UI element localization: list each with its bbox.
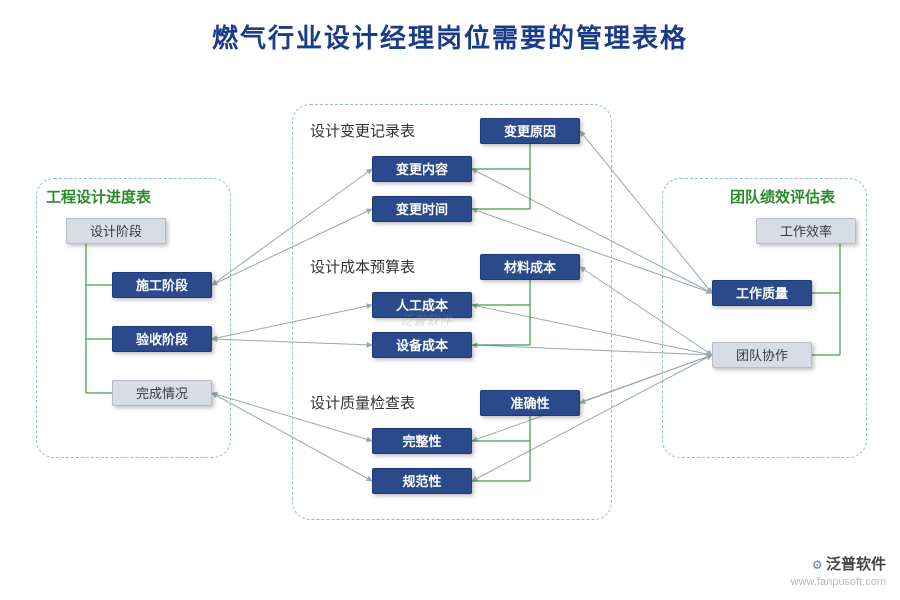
node-设备成本: 设备成本 xyxy=(372,332,472,358)
panel-left-label: 工程设计进度表 xyxy=(46,186,151,207)
node-变更时间: 变更时间 xyxy=(372,196,472,222)
node-材料成本: 材料成本 xyxy=(480,254,580,280)
watermark: 泛普软件 xyxy=(400,310,452,329)
node-准确性: 准确性 xyxy=(480,390,580,416)
node-变更原因: 变更原因 xyxy=(480,118,580,144)
node-完整性: 完整性 xyxy=(372,428,472,454)
panel-right-label: 团队绩效评估表 xyxy=(730,186,835,207)
node-验收阶段: 验收阶段 xyxy=(112,326,212,352)
footer-logo: ⚙ 泛普软件 www.fanpusoft.com xyxy=(791,555,886,590)
node-工作质量: 工作质量 xyxy=(712,280,812,306)
page-title: 燃气行业设计经理岗位需要的管理表格 xyxy=(0,18,900,55)
footer-brand: 泛普软件 xyxy=(826,556,886,573)
node-团队协作: 团队协作 xyxy=(712,342,812,368)
group-label: 设计成本预算表 xyxy=(310,256,415,277)
node-工作效率: 工作效率 xyxy=(756,218,856,244)
footer-url: www.fanpusoft.com xyxy=(791,576,886,588)
group-label: 设计质量检查表 xyxy=(310,392,415,413)
node-变更内容: 变更内容 xyxy=(372,156,472,182)
node-规范性: 规范性 xyxy=(372,468,472,494)
node-施工阶段: 施工阶段 xyxy=(112,272,212,298)
gear-icon: ⚙ xyxy=(812,558,823,572)
node-设计阶段: 设计阶段 xyxy=(66,218,166,244)
group-label: 设计变更记录表 xyxy=(310,120,415,141)
node-完成情况: 完成情况 xyxy=(112,380,212,406)
